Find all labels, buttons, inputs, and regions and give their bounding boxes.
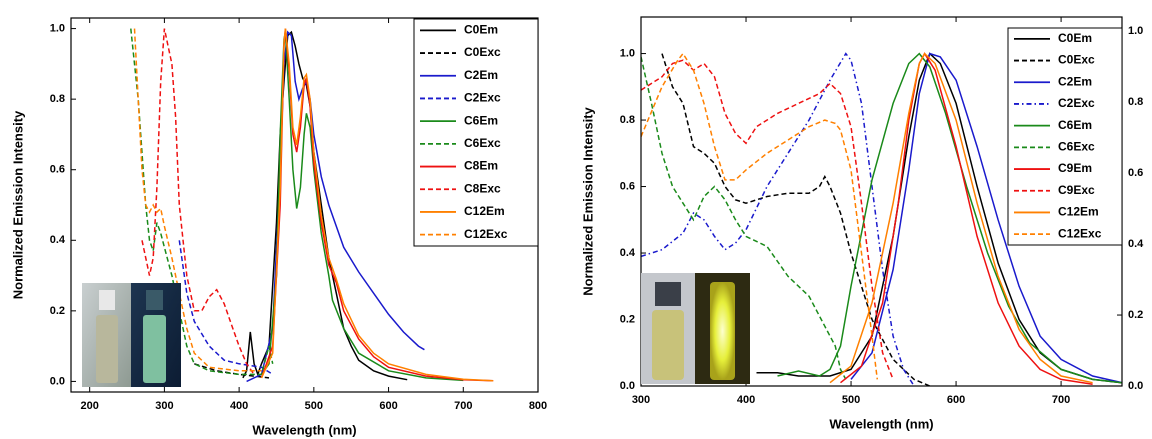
x-axis-title: Wavelength (nm) [252,422,356,437]
x-tick-label: 700 [454,400,472,412]
x-tick-label: 700 [1052,394,1070,406]
x-tick-label: 400 [230,400,248,412]
legend-label: C6Em [1058,118,1092,132]
series-line [260,28,494,382]
y-tick-label: 1.0 [620,47,635,59]
series-line [641,52,879,380]
series-line [840,52,1093,386]
inset-photo [82,283,181,387]
x-tick-label: 600 [947,394,965,406]
series-line [661,53,931,386]
y-axis-title: Normalized Emission Intensity [10,110,25,299]
y-tick-label: 0.6 [50,164,65,176]
legend-label: C2Em [1058,74,1092,88]
y2-tick-label: 0.8 [1128,96,1143,108]
legend-label: C9Em [1058,161,1092,175]
x-tick-label: 600 [379,400,397,412]
x-tick-label: 500 [842,394,860,406]
y-tick-label: 0.0 [620,380,635,392]
y2-tick-label: 0.6 [1128,167,1143,179]
series-line [777,52,1122,384]
series-line [133,28,262,372]
legend-label: C12Em [464,204,505,218]
series-line [130,28,274,376]
x-tick-label: 200 [81,400,99,412]
y-tick-label: 0.8 [50,93,65,105]
legend-label: C6Exc [464,136,501,150]
legend-label: C12Exc [1058,226,1102,240]
y-tick-label: 0.4 [50,234,66,246]
y-tick-label: 0.2 [50,305,65,317]
legend-label: C0Exc [464,45,501,59]
legend-label: C12Em [1058,205,1099,219]
x-tick-label: 500 [305,400,323,412]
y2-tick-label: 0.4 [1128,238,1144,250]
y-tick-label: 1.0 [50,22,65,34]
x-tick-label: 800 [529,400,547,412]
legend-label: C8Exc [464,181,501,195]
legend-label: C6Exc [1058,140,1095,154]
y2-tick-label: 0.0 [1128,380,1143,392]
x-axis-title: Wavelength (nm) [829,416,933,431]
legend-label: C0Em [1058,31,1092,45]
y-tick-label: 0.0 [50,375,65,387]
series-line [829,52,1093,384]
series-line [850,52,1122,384]
y2-tick-label: 0.2 [1128,309,1143,321]
series-line [178,240,274,376]
legend-label: C2Exc [464,91,501,105]
series-line [194,363,270,379]
legend-box [413,18,539,247]
y2-tick-label: 1.0 [1128,25,1143,37]
legend-label: C8Em [464,159,498,173]
y-tick-label: 0.6 [620,180,635,192]
x-tick-label: 300 [155,400,173,412]
legend-label: C2Em [464,68,498,82]
series-line [641,52,915,386]
y-tick-label: 0.8 [620,114,635,126]
legend-label: C0Em [464,23,498,37]
series-line [641,56,847,380]
legend-box [1007,27,1123,246]
series-line [242,30,408,381]
legend-label: C0Exc [1058,53,1095,67]
series-line [641,59,894,380]
legend-label: C6Em [464,113,498,127]
legend-label: C12Exc [464,227,508,241]
legend-label: C9Exc [1058,183,1095,197]
y-tick-label: 0.2 [620,313,635,325]
inset-photo [641,273,750,384]
x-tick-label: 300 [632,394,650,406]
x-tick-label: 400 [737,394,755,406]
legend-label: C2Exc [1058,96,1095,110]
series-line [141,28,255,375]
y-tick-label: 0.4 [620,247,636,259]
y-axis-title: Normalized Emission Intensity [580,106,595,295]
